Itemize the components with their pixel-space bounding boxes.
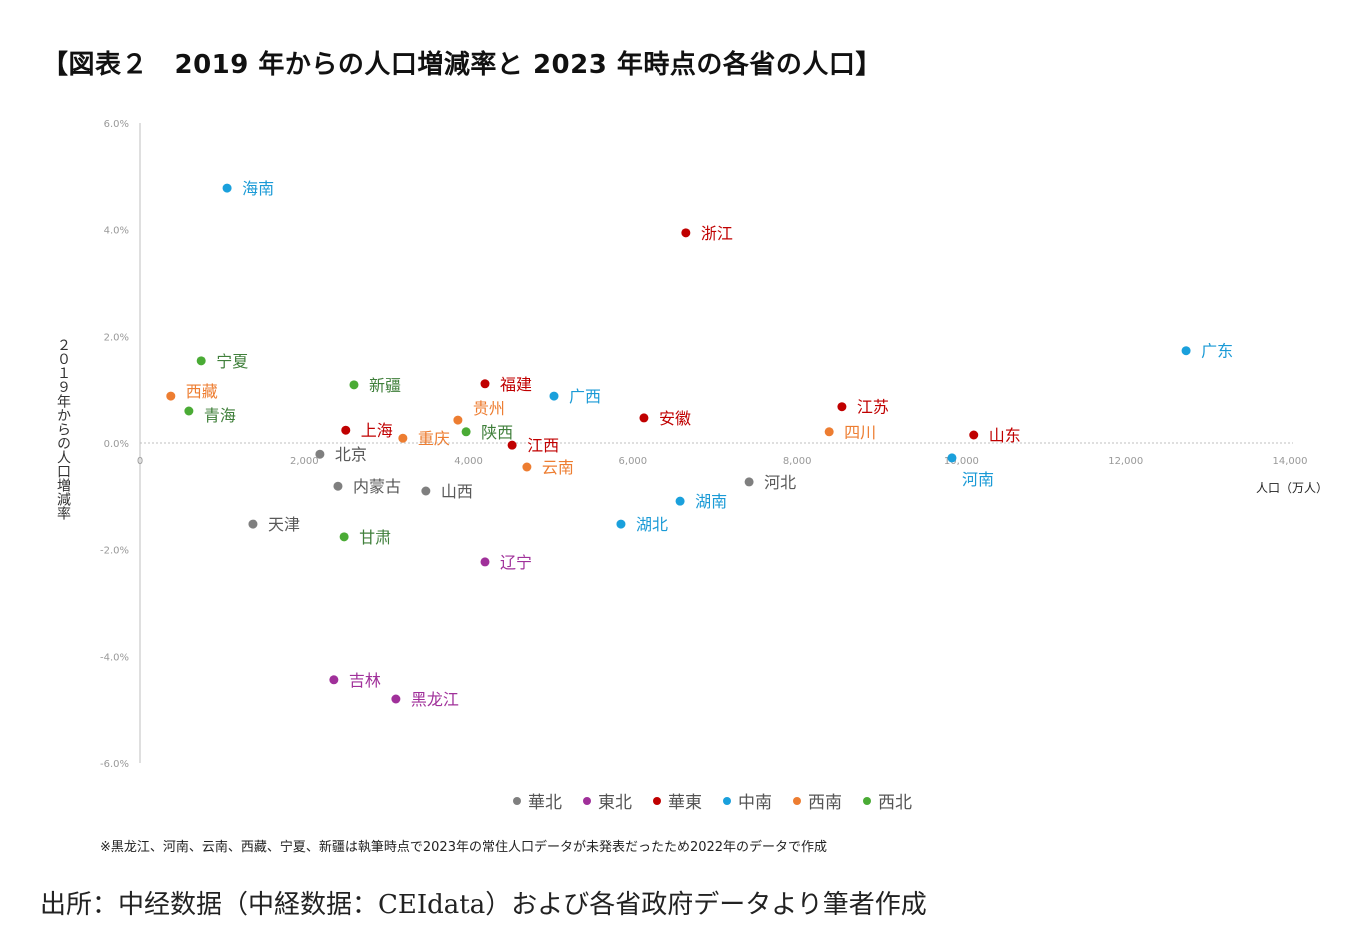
data-point-广东 bbox=[1181, 346, 1191, 356]
legend-item: 西南 bbox=[808, 793, 842, 813]
data-point-陕西 bbox=[461, 427, 471, 437]
data-label: 吉林 bbox=[349, 671, 381, 690]
data-point-湖北 bbox=[616, 519, 626, 529]
data-label: 海南 bbox=[242, 179, 274, 198]
data-label: 河北 bbox=[764, 473, 796, 492]
data-point-上海 bbox=[341, 425, 351, 435]
data-label: 贵州 bbox=[473, 399, 505, 418]
data-label: 重庆 bbox=[418, 429, 450, 448]
data-point-甘肃 bbox=[339, 532, 349, 542]
data-point-山西 bbox=[421, 486, 431, 496]
data-point-天津 bbox=[248, 519, 258, 529]
y-tick-label: 2.0% bbox=[104, 332, 129, 343]
data-label: 甘肃 bbox=[359, 528, 391, 547]
data-point-宁夏 bbox=[196, 356, 206, 366]
y-tick-label: 6.0% bbox=[104, 119, 129, 130]
data-point-重庆 bbox=[398, 433, 408, 443]
y-axis-label: ２０１９年からの人口増減率 bbox=[55, 338, 71, 520]
data-label: 上海 bbox=[361, 421, 393, 440]
data-point-河南 bbox=[947, 453, 957, 463]
data-label: 河南 bbox=[962, 470, 994, 489]
data-point-山东 bbox=[969, 430, 979, 440]
x-tick-label: 4,000 bbox=[454, 456, 483, 467]
x-tick-label: 14,000 bbox=[1273, 456, 1308, 467]
data-point-海南 bbox=[222, 183, 232, 193]
data-label: 浙江 bbox=[701, 224, 733, 243]
data-point-湖南 bbox=[675, 496, 685, 506]
data-point-贵州 bbox=[453, 415, 463, 425]
data-label: 广西 bbox=[569, 387, 601, 406]
footnote: ※黒龙江、河南、云南、西藏、宁夏、新疆は執筆時点で2023年の常住人口データが未… bbox=[100, 840, 828, 855]
data-label: 新疆 bbox=[369, 376, 401, 395]
data-label: 山西 bbox=[441, 482, 473, 501]
source-note: 出所：中经数据（中経数据：CEIdata）および各省政府データより筆者作成 bbox=[40, 890, 927, 920]
legend-item: 華東 bbox=[668, 793, 702, 813]
data-point-西藏 bbox=[166, 391, 176, 401]
data-label: 宁夏 bbox=[216, 352, 248, 371]
y-tick-label: -2.0% bbox=[100, 546, 129, 557]
data-point-浙江 bbox=[681, 228, 691, 238]
data-point-四川 bbox=[824, 427, 834, 437]
data-point-内蒙古 bbox=[333, 481, 343, 491]
data-label: 云南 bbox=[542, 458, 574, 477]
data-point-黑龙江 bbox=[391, 694, 401, 704]
legend-item: 西北 bbox=[878, 793, 912, 813]
legend-item: 東北 bbox=[598, 793, 632, 813]
y-tick-label: -4.0% bbox=[100, 652, 129, 663]
y-tick-label: 0.0% bbox=[104, 439, 129, 450]
x-axis-label: 人口（万人） bbox=[1256, 481, 1328, 495]
y-tick-label: -6.0% bbox=[100, 759, 129, 770]
data-label: 内蒙古 bbox=[353, 477, 401, 496]
data-point-河北 bbox=[744, 477, 754, 487]
data-point-北京 bbox=[315, 449, 325, 459]
data-label: 天津 bbox=[268, 515, 300, 534]
data-label: 山东 bbox=[989, 426, 1021, 445]
x-tick-label: 8,000 bbox=[783, 456, 812, 467]
data-point-新疆 bbox=[349, 380, 359, 390]
legend-marker bbox=[653, 797, 661, 805]
legend-marker bbox=[793, 797, 801, 805]
data-point-广西 bbox=[549, 391, 559, 401]
chart-title: 【図表２ 2019 年からの人口増減率と 2023 年時点の各省の人口】 bbox=[42, 50, 882, 80]
data-point-福建 bbox=[480, 379, 490, 389]
y-tick-label: 4.0% bbox=[104, 226, 129, 237]
data-label: 安徽 bbox=[659, 409, 691, 428]
data-point-云南 bbox=[522, 462, 532, 472]
data-point-吉林 bbox=[329, 675, 339, 685]
x-tick-label: 0 bbox=[137, 456, 143, 467]
data-label: 陕西 bbox=[481, 423, 513, 442]
legend-marker bbox=[863, 797, 871, 805]
legend-marker bbox=[583, 797, 591, 805]
data-label: 黑龙江 bbox=[411, 690, 459, 709]
x-tick-label: 10,000 bbox=[944, 456, 979, 467]
data-label: 辽宁 bbox=[500, 553, 532, 572]
legend-marker bbox=[513, 797, 521, 805]
data-label: 江苏 bbox=[857, 398, 889, 417]
data-label: 江西 bbox=[527, 436, 559, 455]
data-label: 西藏 bbox=[186, 382, 218, 401]
data-label: 广东 bbox=[1201, 342, 1233, 361]
data-point-辽宁 bbox=[480, 557, 490, 567]
data-point-安徽 bbox=[639, 413, 649, 423]
data-label: 湖北 bbox=[636, 515, 668, 534]
data-label: 湖南 bbox=[695, 492, 727, 511]
data-point-江西 bbox=[507, 440, 517, 450]
legend-item: 中南 bbox=[738, 793, 772, 813]
x-tick-label: 6,000 bbox=[619, 456, 648, 467]
data-label: 四川 bbox=[844, 423, 876, 442]
legend-item: 華北 bbox=[528, 793, 562, 813]
data-point-江苏 bbox=[837, 402, 847, 412]
data-label: 福建 bbox=[500, 375, 532, 394]
x-tick-label: 12,000 bbox=[1108, 456, 1143, 467]
x-tick-label: 2,000 bbox=[290, 456, 319, 467]
data-label: 青海 bbox=[204, 406, 236, 425]
legend-marker bbox=[723, 797, 731, 805]
data-point-青海 bbox=[184, 406, 194, 416]
data-label: 北京 bbox=[335, 445, 367, 464]
